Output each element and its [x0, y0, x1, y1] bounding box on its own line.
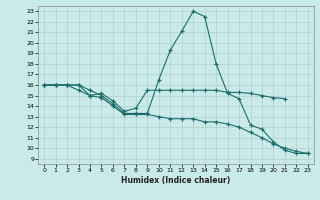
X-axis label: Humidex (Indice chaleur): Humidex (Indice chaleur) [121, 176, 231, 185]
